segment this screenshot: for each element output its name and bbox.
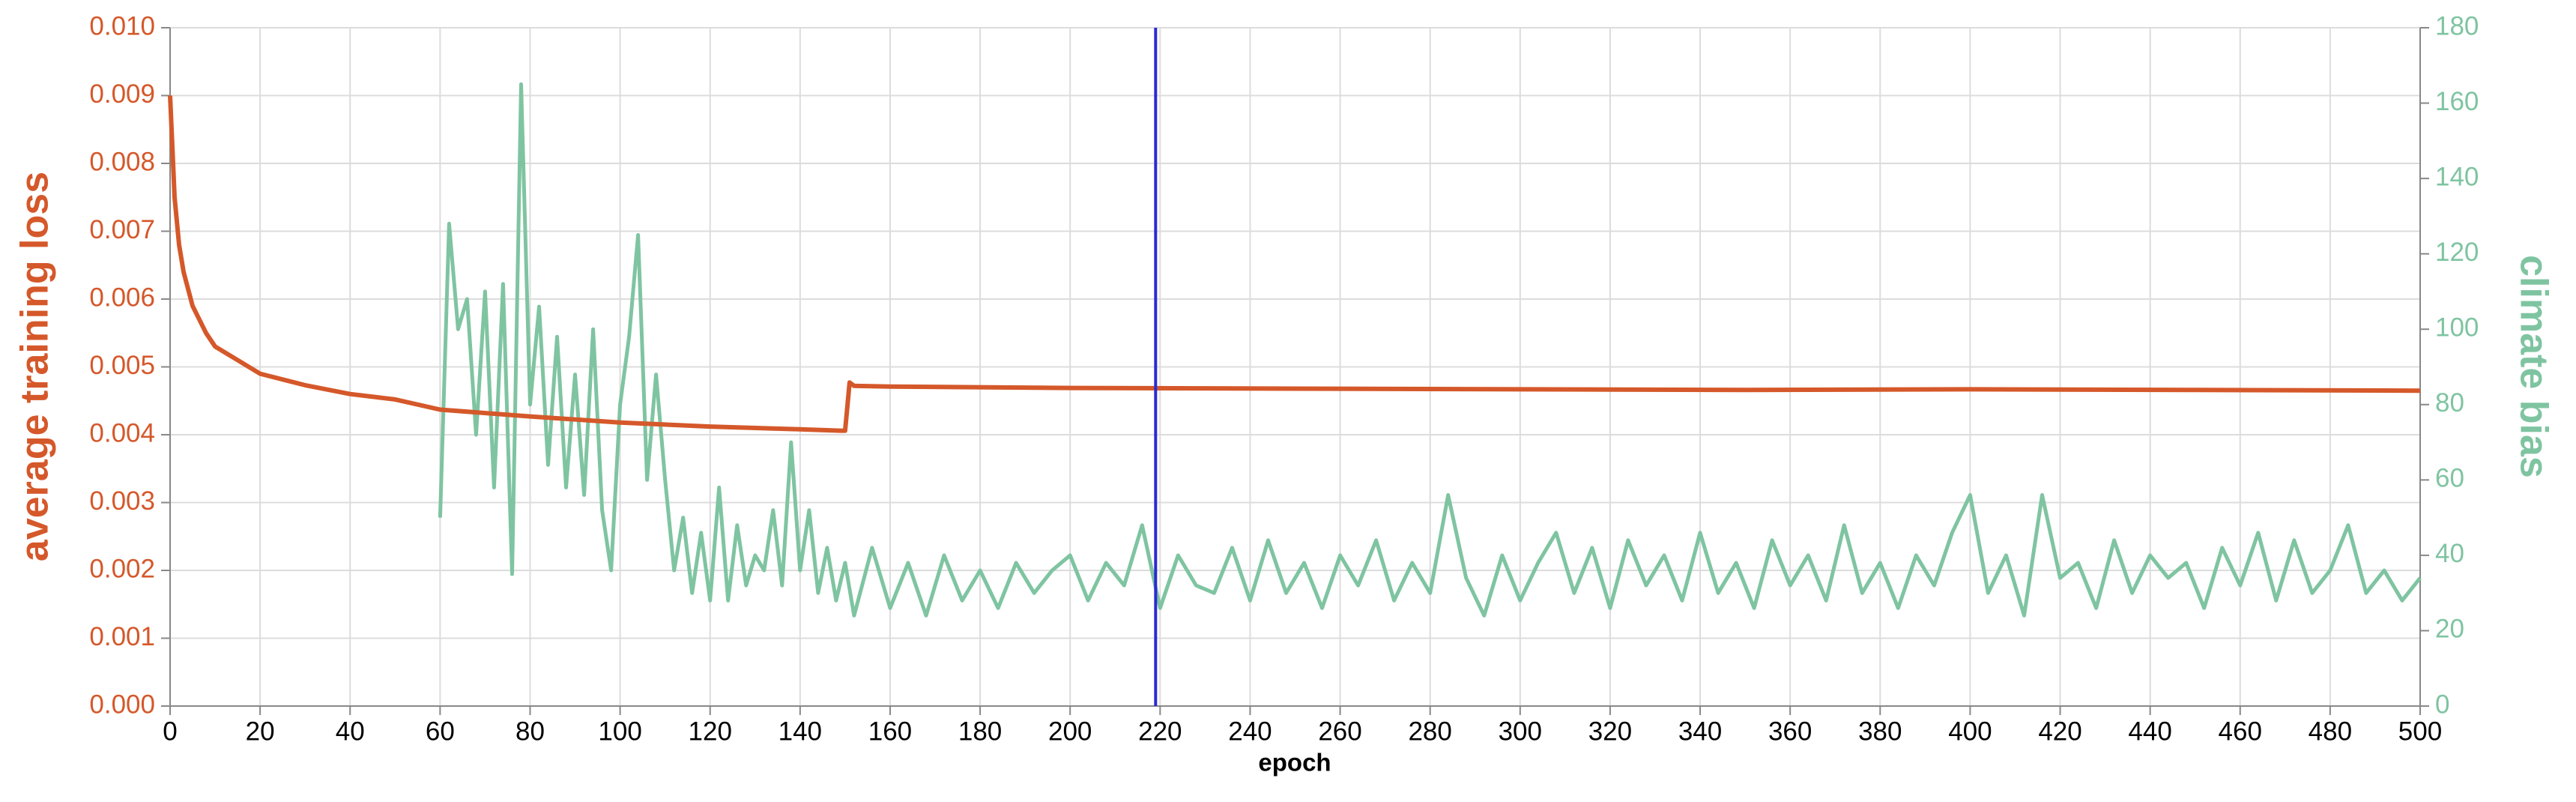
x-tick-label: 240 bbox=[1228, 717, 1272, 746]
x-tick-label: 200 bbox=[1048, 717, 1092, 746]
x-tick-label: 380 bbox=[1858, 717, 1902, 746]
x-tick-label: 0 bbox=[163, 717, 177, 746]
x-tick-label: 480 bbox=[2309, 717, 2352, 746]
y-tick-label: 0.007 bbox=[89, 215, 155, 244]
y2-tick-label: 0 bbox=[2435, 690, 2449, 719]
y2-tick-label: 40 bbox=[2435, 539, 2464, 568]
x-tick-label: 300 bbox=[1499, 717, 1542, 746]
y2-tick-label: 60 bbox=[2435, 464, 2464, 493]
y-tick-label: 0.004 bbox=[89, 418, 155, 447]
x-tick-label: 260 bbox=[1318, 717, 1361, 746]
y2-axis-title: climate bias bbox=[2512, 255, 2555, 478]
y-tick-label: 0.005 bbox=[89, 351, 155, 380]
x-tick-label: 100 bbox=[598, 717, 641, 746]
y-tick-label: 0.003 bbox=[89, 486, 155, 516]
y-tick-label: 0.000 bbox=[89, 690, 155, 719]
x-tick-label: 320 bbox=[1588, 717, 1632, 746]
x-tick-label: 220 bbox=[1138, 717, 1182, 746]
x-tick-label: 40 bbox=[336, 717, 365, 746]
x-tick-label: 60 bbox=[426, 717, 455, 746]
y-tick-label: 0.008 bbox=[89, 147, 155, 176]
x-axis-title: epoch bbox=[1258, 749, 1331, 777]
y-axis-title: average training loss bbox=[13, 172, 57, 561]
x-tick-label: 180 bbox=[958, 717, 1002, 746]
y-tick-label: 0.001 bbox=[89, 622, 155, 651]
x-tick-label: 160 bbox=[868, 717, 912, 746]
series-line bbox=[168, 95, 2421, 433]
x-tick-label: 140 bbox=[778, 717, 822, 746]
y2-tick-label: 120 bbox=[2435, 238, 2479, 267]
y2-tick-label: 20 bbox=[2435, 615, 2464, 644]
x-tick-label: 20 bbox=[246, 717, 275, 746]
y-tick-label: 0.002 bbox=[89, 554, 155, 583]
x-tick-label: 420 bbox=[2038, 717, 2081, 746]
x-tick-label: 120 bbox=[689, 717, 732, 746]
y-tick-label: 0.010 bbox=[89, 11, 155, 40]
x-tick-label: 460 bbox=[2219, 717, 2262, 746]
y2-tick-label: 160 bbox=[2435, 87, 2479, 116]
x-tick-label: 440 bbox=[2128, 717, 2171, 746]
x-tick-label: 500 bbox=[2398, 717, 2442, 746]
y2-tick-label: 100 bbox=[2435, 313, 2479, 342]
y-tick-label: 0.006 bbox=[89, 283, 155, 312]
x-tick-label: 340 bbox=[1678, 717, 1722, 746]
y-tick-label: 0.009 bbox=[89, 79, 155, 109]
y2-tick-label: 140 bbox=[2435, 162, 2479, 191]
x-tick-label: 360 bbox=[1768, 717, 1812, 746]
y2-tick-label: 180 bbox=[2435, 11, 2479, 40]
x-tick-label: 80 bbox=[515, 717, 545, 746]
x-tick-label: 280 bbox=[1408, 717, 1451, 746]
x-tick-label: 400 bbox=[1948, 717, 1992, 746]
y2-tick-label: 80 bbox=[2435, 388, 2464, 417]
series-line bbox=[438, 82, 2422, 618]
